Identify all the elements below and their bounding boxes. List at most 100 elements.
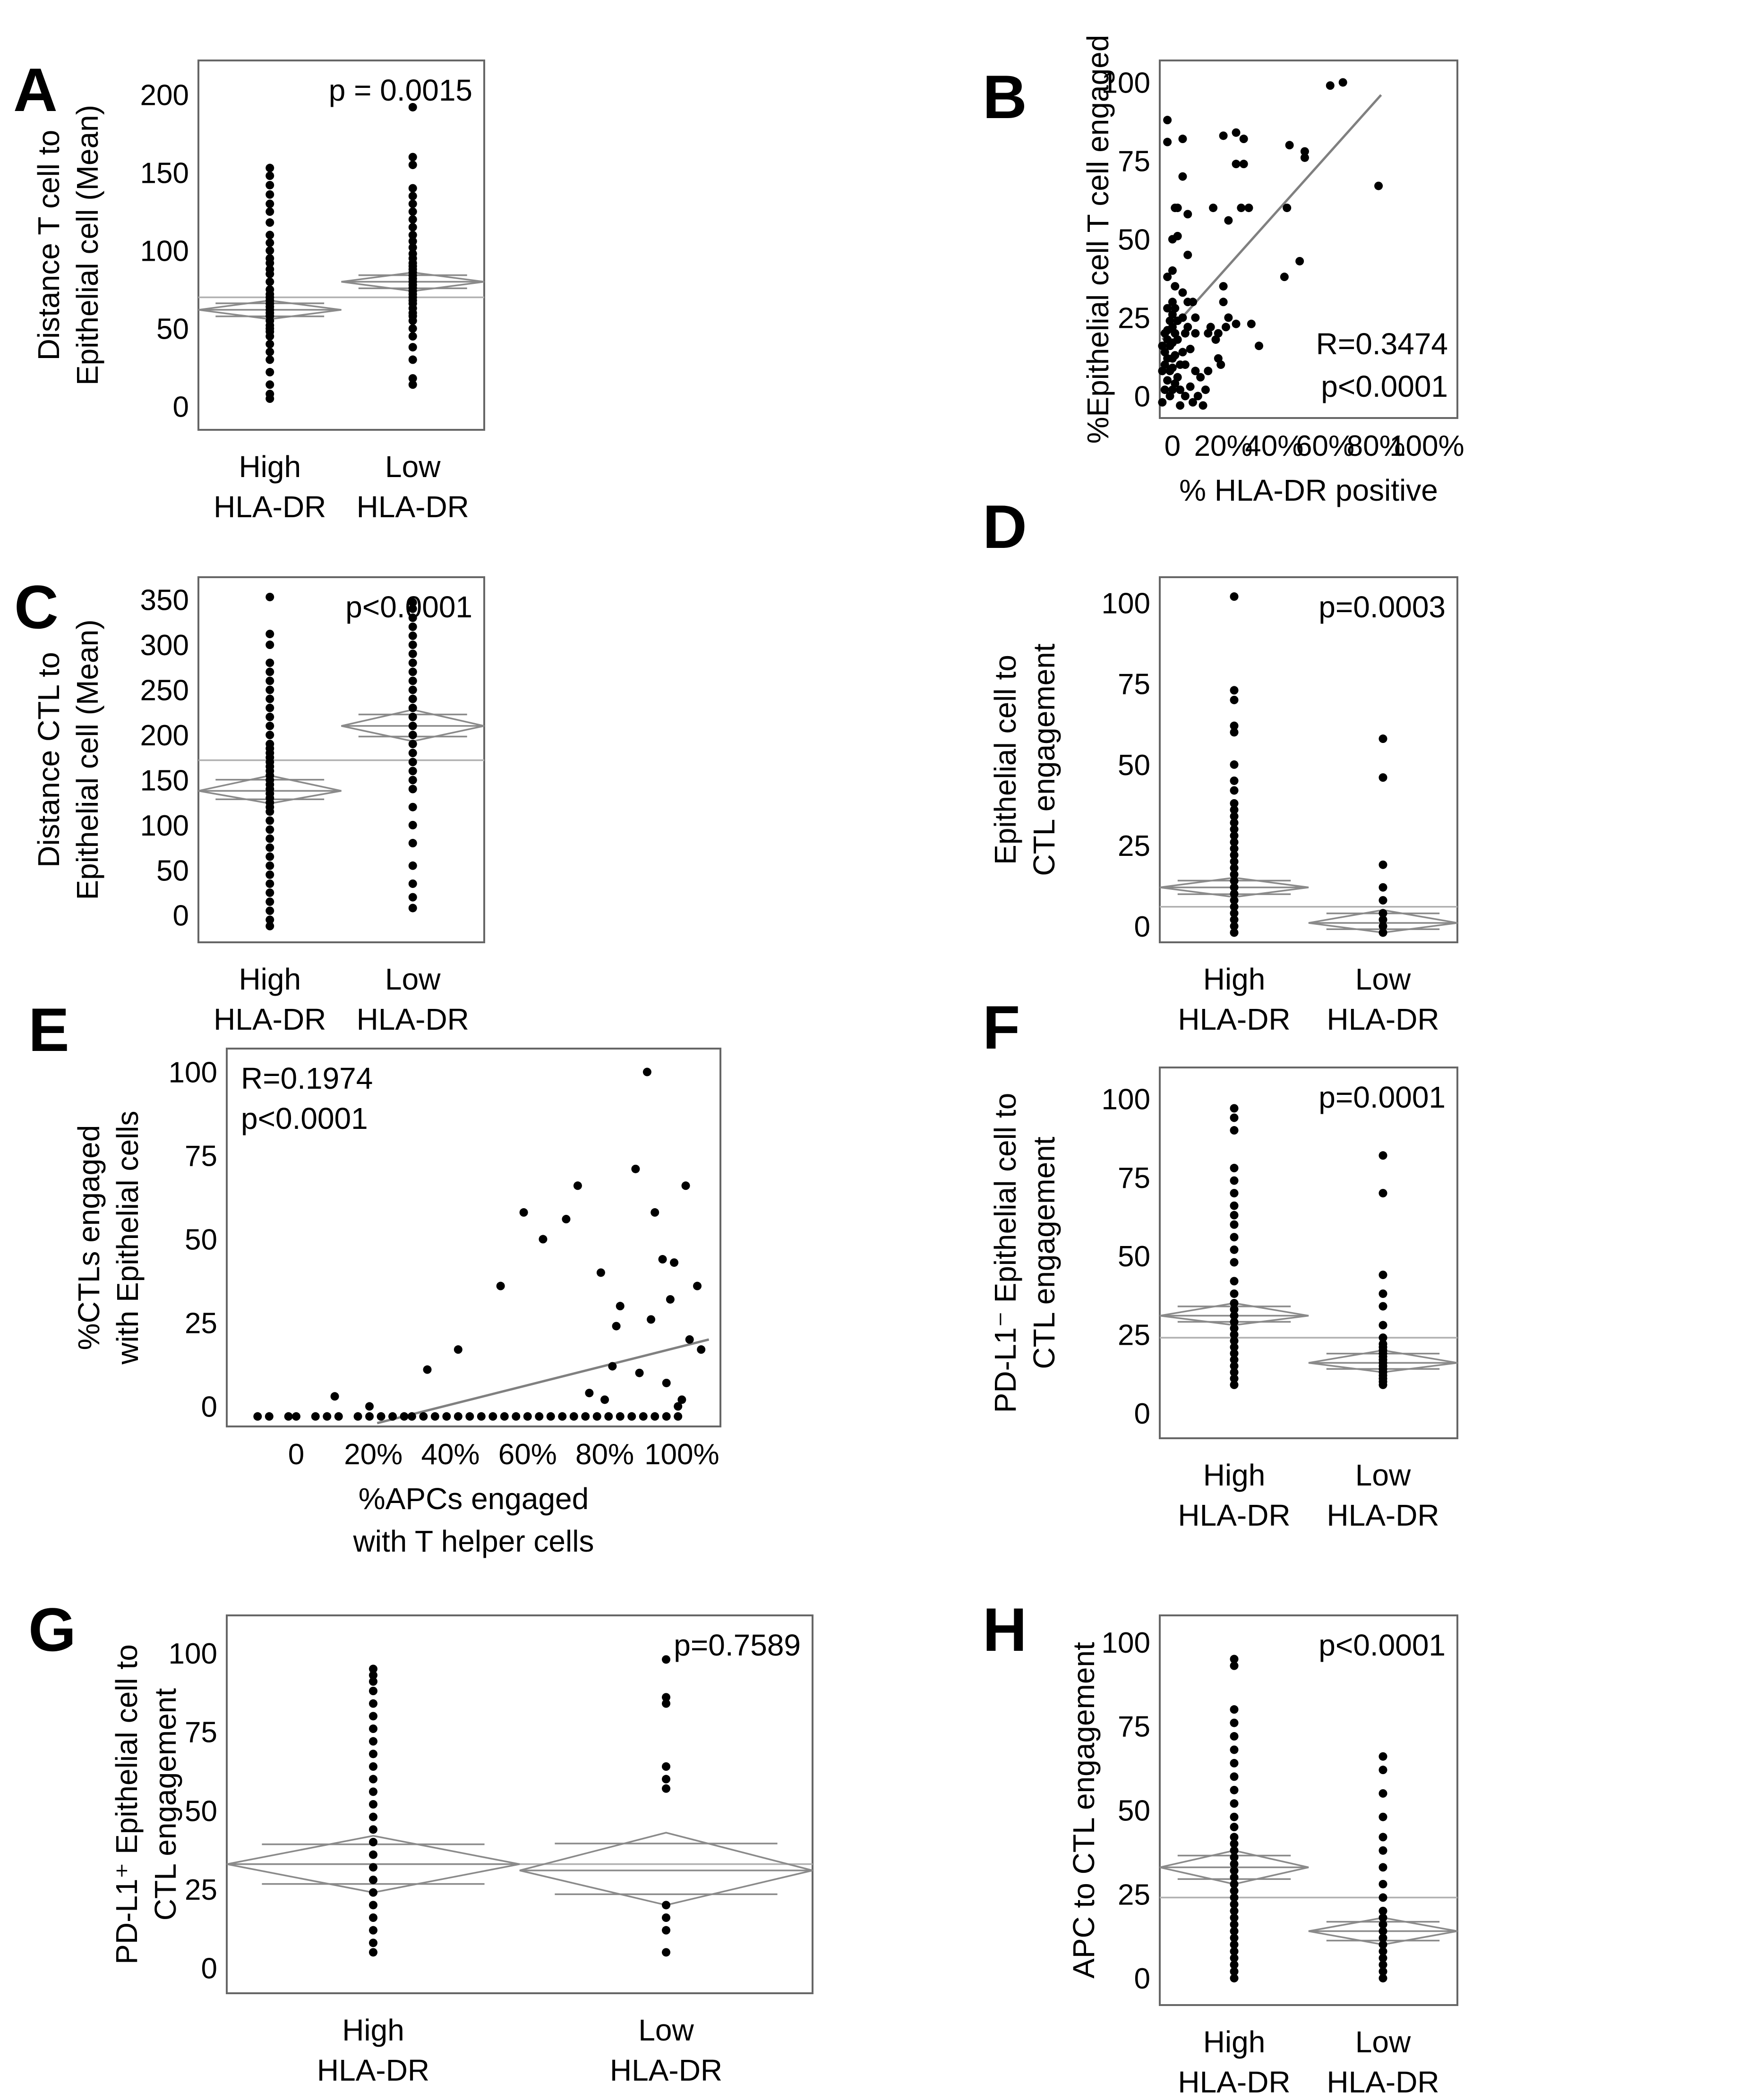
y-axis-label-B: %Epithelial cell T cell engaged	[1081, 35, 1115, 444]
data-point-A	[408, 223, 417, 232]
data-point-B	[1158, 341, 1167, 350]
y-tick-label-G: 25	[185, 1874, 217, 1906]
data-point-H	[1378, 1833, 1387, 1842]
data-point-C	[265, 879, 274, 888]
y-tick-label-B: 0	[1134, 381, 1150, 413]
data-point-D	[1230, 928, 1239, 937]
data-point-A	[265, 171, 274, 180]
data-point-D	[1230, 844, 1239, 853]
x-category-label-A: HLA-DR	[357, 490, 469, 524]
p-value-annotation-D: p=0.0003	[1318, 590, 1446, 624]
data-point-C	[408, 667, 417, 676]
data-point-E	[419, 1412, 428, 1421]
data-point-D	[1230, 805, 1239, 814]
data-point-C	[408, 893, 417, 902]
data-point-D	[1230, 915, 1239, 924]
data-point-B	[1232, 128, 1241, 137]
data-point-D	[1230, 776, 1239, 785]
data-point-B	[1178, 288, 1187, 297]
y-tick-label-D: 0	[1134, 911, 1150, 943]
data-point-F	[1230, 1104, 1239, 1113]
x-category-label-H: HLA-DR	[1178, 2065, 1290, 2099]
data-point-G	[369, 1712, 377, 1721]
data-point-G	[369, 1938, 377, 1947]
data-point-A	[408, 192, 417, 201]
data-point-E	[600, 1395, 609, 1404]
data-point-H	[1378, 1893, 1387, 1902]
data-point-C	[408, 820, 417, 829]
x-category-label-D: Low	[1355, 962, 1411, 996]
data-point-E	[642, 1067, 651, 1076]
data-point-G	[369, 1762, 377, 1771]
data-point-B	[1338, 78, 1347, 87]
data-point-B	[1165, 316, 1174, 325]
data-point-E	[365, 1412, 374, 1421]
data-point-H	[1230, 1879, 1239, 1888]
data-point-E	[539, 1235, 548, 1244]
data-point-E	[430, 1412, 439, 1421]
data-point-B	[1163, 376, 1172, 385]
y-axis-label-E: %CTLs engaged	[72, 1125, 106, 1350]
x-category-label-D: High	[1203, 962, 1266, 996]
data-point-D	[1230, 695, 1239, 704]
x-tick-label-B: 60%	[1296, 430, 1354, 462]
y-tick-label-H: 100	[1102, 1627, 1150, 1659]
data-point-A	[408, 199, 417, 208]
data-point-D	[1230, 902, 1239, 911]
data-point-B	[1224, 216, 1233, 225]
data-point-E	[465, 1412, 474, 1421]
x-category-label-D: HLA-DR	[1178, 1002, 1290, 1036]
y-tick-label-F: 100	[1102, 1084, 1150, 1116]
p-value-annotation-G: p=0.7589	[674, 1628, 801, 1662]
data-point-H	[1378, 1927, 1387, 1936]
data-point-H	[1230, 1906, 1239, 1915]
data-point-E	[647, 1315, 656, 1324]
x-tick-label-B: 80%	[1347, 430, 1405, 462]
data-point-B	[1163, 273, 1172, 282]
data-point-A	[408, 207, 417, 216]
data-point-A	[408, 374, 417, 383]
p-value-annotation-E: p<0.0001	[241, 1101, 368, 1135]
data-point-E	[334, 1412, 343, 1421]
data-point-B	[1300, 153, 1309, 162]
data-point-G	[369, 1671, 377, 1680]
data-point-E	[616, 1302, 625, 1311]
data-point-E	[693, 1281, 702, 1290]
data-point-C	[265, 888, 274, 897]
data-point-A	[408, 355, 417, 364]
data-point-H	[1230, 1718, 1239, 1727]
y-tick-label-G: 75	[185, 1716, 217, 1749]
data-point-E	[400, 1412, 409, 1421]
x-category-label-H: Low	[1355, 2025, 1411, 2059]
data-point-C	[265, 731, 274, 740]
data-point-C	[265, 712, 274, 721]
data-point-B	[1168, 235, 1177, 244]
data-point-D	[1230, 857, 1239, 866]
data-point-B	[1176, 385, 1185, 394]
data-point-H	[1378, 1812, 1387, 1821]
data-point-B	[1244, 204, 1253, 213]
data-point-C	[265, 915, 274, 924]
data-point-D	[1230, 851, 1239, 860]
x-category-label-C: Low	[385, 962, 441, 996]
data-point-G	[662, 1948, 670, 1957]
data-point-H	[1378, 1879, 1387, 1888]
data-point-E	[558, 1412, 567, 1421]
data-point-F	[1230, 1336, 1239, 1345]
x-tick-label-B: 20%	[1194, 430, 1253, 462]
p-value-annotation-C: p<0.0001	[345, 590, 472, 624]
y-axis-label-A: Distance T cell to	[32, 130, 66, 361]
data-point-A	[265, 163, 274, 172]
panel-F	[1159, 1067, 1458, 1439]
data-point-D	[1378, 883, 1387, 892]
y-tick-label-E: 75	[185, 1140, 217, 1173]
data-point-H	[1230, 1823, 1239, 1832]
data-point-H	[1230, 1846, 1239, 1855]
data-point-E	[253, 1412, 262, 1421]
data-point-E	[535, 1412, 544, 1421]
y-tick-label-B: 100	[1102, 67, 1150, 99]
data-point-B	[1224, 313, 1233, 322]
data-point-F	[1230, 1211, 1239, 1220]
data-point-E	[677, 1395, 686, 1404]
data-point-C	[265, 897, 274, 906]
